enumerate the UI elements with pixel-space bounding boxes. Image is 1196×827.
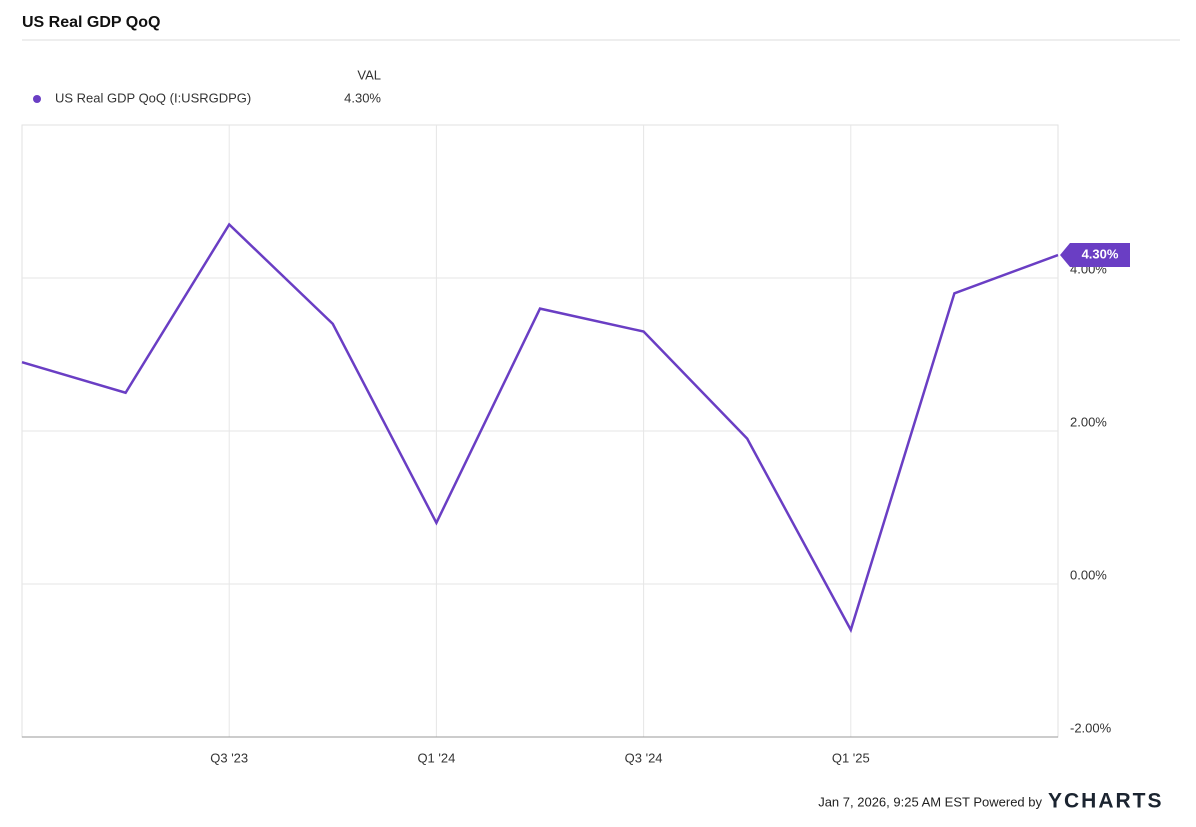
y-tick-label: 0.00%	[1070, 567, 1107, 582]
x-tick-label: Q1 '24	[417, 750, 455, 765]
y-tick-label: 2.00%	[1070, 414, 1107, 429]
series-line	[21, 222, 1059, 634]
legend-label: US Real GDP QoQ (I:USRGDPG)	[55, 90, 251, 105]
y-tick-label: -2.00%	[1070, 720, 1112, 735]
x-tick-label: Q3 '24	[625, 750, 663, 765]
x-tick-label: Q1 '25	[832, 750, 870, 765]
legend-header: VAL	[357, 67, 381, 82]
x-tick-label: Q3 '23	[210, 750, 248, 765]
legend-marker	[33, 95, 41, 103]
value-flag	[1060, 243, 1130, 268]
brand-logo: YCHARTS	[1048, 790, 1164, 813]
legend-value: 4.30%	[344, 90, 381, 105]
chart-title: US Real GDP QoQ	[22, 14, 160, 31]
footer: Jan 7, 2026, 9:25 AM EST Powered by	[818, 794, 1042, 809]
value-label: 4.30%	[1082, 246, 1119, 261]
